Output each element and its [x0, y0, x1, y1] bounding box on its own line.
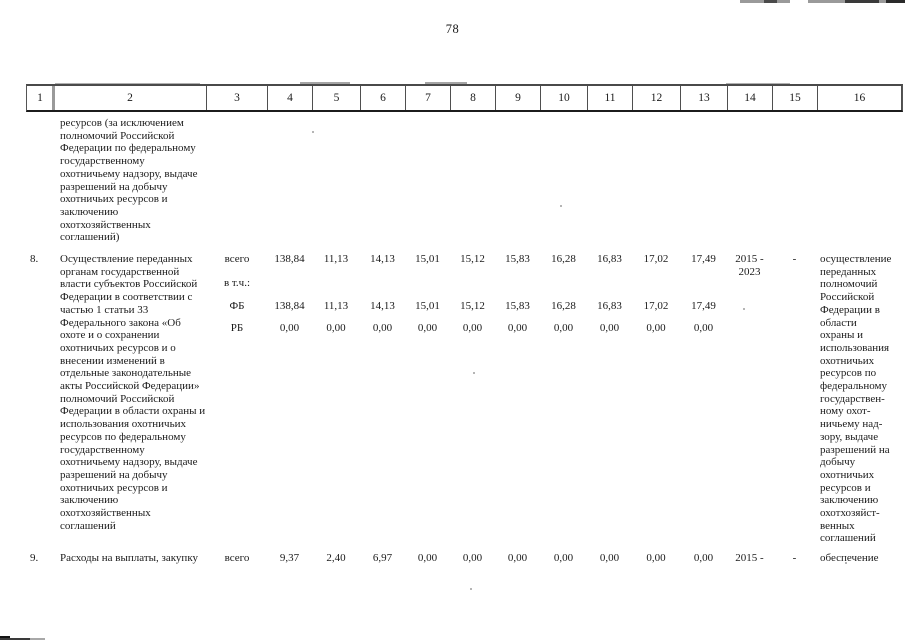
- value-cell: 16,83: [597, 253, 622, 265]
- value-cell: 15,83: [505, 300, 530, 312]
- value-cell: 0,00: [417, 322, 438, 334]
- value-cell: 0,00: [462, 552, 483, 564]
- row9-values-total: 9,37 2,40 6,97 0,00 0,00 0,00 0,00 0,00 …: [267, 552, 727, 565]
- value-cell: 15,12: [460, 300, 485, 312]
- value-cell: 16,28: [551, 253, 576, 265]
- value-cell: 0,00: [693, 552, 714, 564]
- scan-band-col-divider: [52, 86, 55, 110]
- scan-dot: [560, 205, 562, 207]
- column-header-8: 8: [451, 86, 496, 110]
- value-cell: 17,49: [691, 253, 716, 265]
- value-cell: 11,13: [323, 300, 349, 312]
- column-header-12: 12: [633, 86, 681, 110]
- value-cell: 0,00: [417, 552, 438, 564]
- row9-expected-result: обеспечение: [820, 552, 879, 564]
- column-header-6: 6: [361, 86, 406, 110]
- row9-col15-dash: -: [792, 552, 797, 564]
- scan-smudge-2: [300, 82, 350, 85]
- value-cell: 6,97: [372, 552, 393, 564]
- page-number: 78: [445, 22, 460, 36]
- column-header-11: 11: [588, 86, 633, 110]
- column-header-14: 14: [728, 86, 773, 110]
- column-header-3: 3: [207, 86, 268, 110]
- scan-artifact-bottom-1: [0, 636, 10, 638]
- value-cell: 16,83: [597, 300, 622, 312]
- scan-smudge-3: [425, 82, 467, 85]
- value-cell: 15,01: [415, 253, 440, 265]
- scan-dot: [473, 372, 475, 374]
- row8-values-rb: 0,00 0,00 0,00 0,00 0,00 0,00 0,00 0,00 …: [267, 322, 727, 335]
- column-header-7: 7: [406, 86, 451, 110]
- value-cell: 0,00: [553, 322, 574, 334]
- value-cell: 0,00: [693, 322, 714, 334]
- row9-name: Расходы на выплаты, закупку: [60, 552, 199, 564]
- value-cell: 0,00: [462, 322, 483, 334]
- row8-number: 8.: [30, 253, 39, 265]
- column-header-1: 1: [27, 86, 54, 110]
- row8-expected-result: осуществление переданных полномочий Росс…: [820, 253, 892, 545]
- value-cell: 15,12: [460, 253, 485, 265]
- scan-dot: [845, 562, 847, 564]
- row9-years: 2015 -: [735, 552, 764, 564]
- row9-funding-label-total: всего: [224, 552, 250, 564]
- value-cell: 15,83: [505, 253, 530, 265]
- row9-number: 9.: [30, 552, 39, 564]
- scan-artifact-top-4: [845, 0, 879, 3]
- row8-funding-label-total: всего: [224, 253, 250, 265]
- scan-artifact-bottom-2: [0, 638, 30, 640]
- value-cell: 138,84: [274, 300, 305, 312]
- column-header-5: 5: [313, 86, 361, 110]
- value-cell: 0,00: [326, 322, 346, 334]
- value-cell: 14,13: [370, 300, 395, 312]
- table-header-row: 1 2 3 4 5 6 7 8 9 10 11 12 13 14 15 16: [26, 84, 903, 112]
- scan-artifact-top-5: [886, 0, 905, 3]
- row8-years: 2015 - 2023: [735, 253, 764, 278]
- row8-funding-label-fb: ФБ: [229, 300, 245, 312]
- value-cell: 0,00: [553, 552, 574, 564]
- value-cell: 9,37: [279, 552, 300, 564]
- row7-continuation-text: ресурсов (за исключением полномочий Росс…: [60, 117, 198, 244]
- value-cell: 0,00: [507, 552, 528, 564]
- scan-dot: [312, 131, 314, 133]
- column-header-2: 2: [54, 86, 207, 110]
- value-cell: 14,13: [370, 253, 395, 265]
- scan-artifact-top-2: [764, 0, 777, 3]
- column-header-13: 13: [681, 86, 728, 110]
- value-cell: 0,00: [507, 322, 528, 334]
- row8-values-total: 138,84 11,13 14,13 15,01 15,12 15,83 16,…: [267, 253, 727, 266]
- row8-values-fb: 138,84 11,13 14,13 15,01 15,12 15,83 16,…: [267, 300, 727, 313]
- column-header-4: 4: [268, 86, 313, 110]
- value-cell: 11,13: [323, 253, 349, 265]
- row8-name: Осуществление переданных органам государ…: [60, 253, 206, 532]
- column-header-10: 10: [541, 86, 588, 110]
- row8-col15-dash: -: [792, 253, 797, 265]
- scan-dot: [470, 588, 472, 590]
- value-cell: 0,00: [372, 322, 393, 334]
- value-cell: 17,02: [643, 253, 669, 265]
- value-cell: 0,00: [646, 322, 666, 334]
- value-cell: 0,00: [599, 322, 620, 334]
- scan-artifact-bottom-3: [30, 638, 45, 640]
- column-header-15: 15: [773, 86, 818, 110]
- value-cell: 0,00: [279, 322, 300, 334]
- value-cell: 0,00: [599, 552, 620, 564]
- value-cell: 17,49: [691, 300, 716, 312]
- row8-funding-label-rb: РБ: [230, 322, 244, 334]
- value-cell: 0,00: [646, 552, 666, 564]
- value-cell: 15,01: [415, 300, 440, 312]
- scan-dot: [743, 308, 745, 310]
- column-header-16: 16: [818, 86, 902, 110]
- value-cell: 2,40: [326, 552, 346, 564]
- value-cell: 16,28: [551, 300, 576, 312]
- value-cell: 138,84: [274, 253, 305, 265]
- value-cell: 17,02: [643, 300, 669, 312]
- row8-funding-label-incl: в т.ч.:: [223, 277, 250, 289]
- column-header-9: 9: [496, 86, 541, 110]
